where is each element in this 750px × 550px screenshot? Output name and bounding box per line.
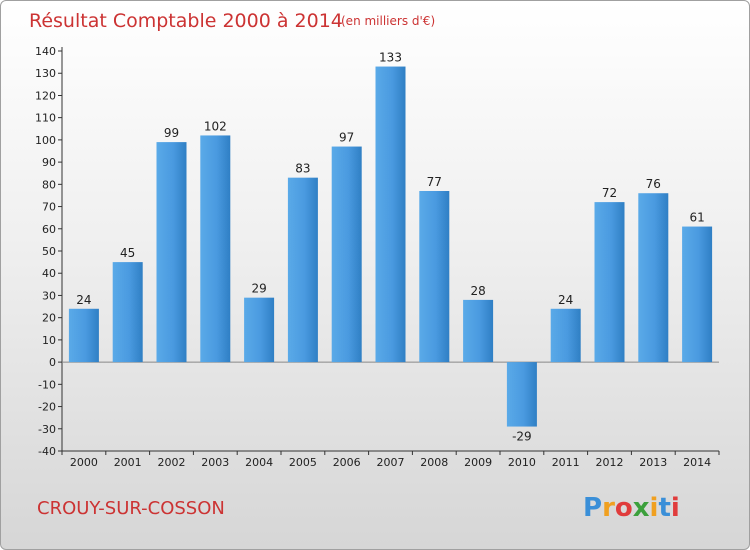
x-tick-label: 2011	[552, 456, 580, 469]
chart-bars	[68, 66, 713, 427]
x-tick-label: 2001	[114, 456, 142, 469]
bar	[156, 142, 187, 363]
x-tick-label: 2005	[289, 456, 317, 469]
chart-unit-note: (en milliers d'€)	[341, 14, 435, 28]
bar-value-label: 29	[251, 282, 266, 296]
x-tick-label: 2000	[70, 456, 98, 469]
brand-letter: i	[671, 493, 680, 523]
y-tick-label: -30	[38, 423, 56, 436]
x-tick-label: 2014	[683, 456, 711, 469]
y-tick-label: 20	[42, 312, 56, 325]
y-tick-label: 40	[42, 267, 56, 280]
bar	[244, 297, 275, 363]
y-tick-label: 50	[42, 245, 56, 258]
bar	[594, 202, 625, 363]
x-tick-label: 2002	[158, 456, 186, 469]
brand-letter: P	[583, 493, 602, 523]
bar-value-label: 97	[339, 131, 354, 145]
y-tick-label: 100	[35, 134, 56, 147]
bar	[68, 308, 99, 363]
brand-letter: o	[615, 493, 633, 523]
x-tick-label: 2007	[377, 456, 405, 469]
chart-title: Résultat Comptable 2000 à 2014	[29, 10, 343, 32]
bar-value-label: 24	[558, 293, 573, 307]
y-tick-label: 110	[35, 112, 56, 125]
y-tick-label: -20	[38, 401, 56, 414]
y-tick-label: 120	[35, 89, 56, 102]
brand-logo: Proxiti	[583, 493, 680, 523]
bar-value-label: 72	[602, 186, 617, 200]
bar	[638, 193, 669, 363]
x-tick-label: 2006	[333, 456, 361, 469]
brand-letter: r	[602, 493, 615, 523]
commune-name: CROUY-SUR-COSSON	[37, 498, 225, 519]
bar-value-label: 77	[427, 175, 442, 189]
bar-value-label: 83	[295, 162, 310, 176]
bar	[375, 66, 406, 363]
y-tick-label: 90	[42, 156, 56, 169]
bar	[682, 226, 713, 363]
bar-value-label: 24	[76, 293, 91, 307]
y-tick-label: 10	[42, 334, 56, 347]
x-tick-label: 2013	[639, 456, 667, 469]
bar-value-label: -29	[512, 430, 532, 444]
bar	[463, 299, 494, 363]
bar	[287, 177, 318, 363]
bar-value-label: 28	[470, 284, 485, 298]
bar	[506, 362, 537, 427]
bar-value-label: 45	[120, 246, 135, 260]
bar	[419, 191, 450, 363]
x-tick-label: 2009	[464, 456, 492, 469]
x-tick-label: 2003	[201, 456, 229, 469]
bar	[331, 146, 362, 363]
brand-letter: i	[650, 493, 659, 523]
bar-value-label: 76	[646, 177, 661, 191]
x-tick-label: 2004	[245, 456, 273, 469]
y-tick-label: 0	[49, 356, 56, 369]
brand-letter: x	[633, 493, 650, 523]
y-tick-label: 30	[42, 289, 56, 302]
x-tick-label: 2008	[420, 456, 448, 469]
bar	[112, 262, 143, 363]
y-tick-label: 140	[35, 45, 56, 58]
bar	[200, 135, 231, 363]
y-tick-label: -10	[38, 378, 56, 391]
x-tick-label: 2012	[596, 456, 624, 469]
bar-value-label: 102	[204, 119, 227, 133]
x-tick-label: 2010	[508, 456, 536, 469]
y-tick-label: 70	[42, 201, 56, 214]
chart-value-labels: 24 45 99 102 29 83 97 133 77 28 -29 24 72 76 61	[76, 51, 704, 444]
y-tick-label: -40	[38, 445, 56, 458]
y-tick-label: 130	[35, 67, 56, 80]
bar-value-label: 99	[164, 126, 179, 140]
bar	[550, 308, 581, 363]
y-tick-label: 60	[42, 223, 56, 236]
bar-value-label: 61	[689, 211, 704, 225]
bar-value-label: 133	[379, 51, 402, 65]
y-tick-label: 80	[42, 178, 56, 191]
chart-axes: -40 -30 -20 -10 0 10 20 30 40 50 60 70 80 90 100 110 120…	[35, 45, 720, 469]
brand-letter: t	[658, 493, 670, 523]
